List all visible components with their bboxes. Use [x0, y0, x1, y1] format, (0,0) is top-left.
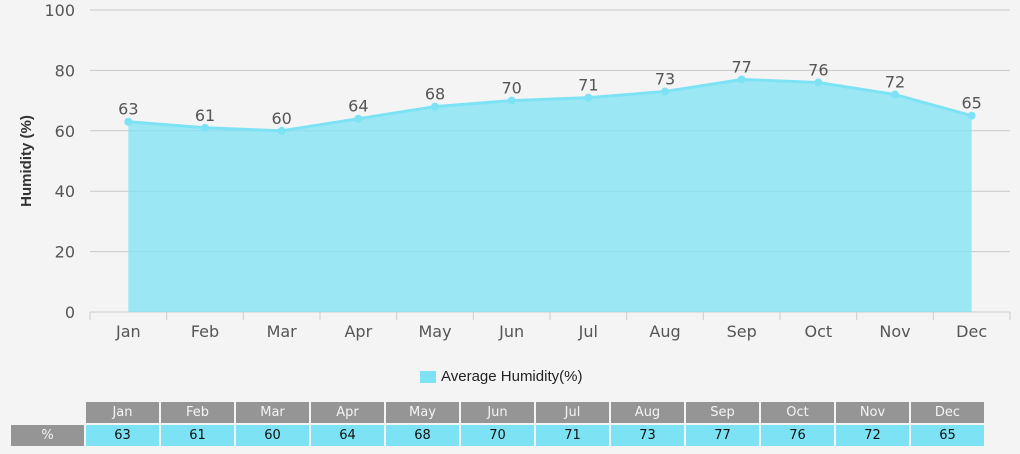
table-header-cell: May [386, 402, 459, 423]
data-point [507, 96, 516, 105]
data-table: Jan Feb Mar Apr May Jun Jul Aug Sep Oct Nov Dec % 63… [9, 400, 986, 448]
x-tick-label: Jul [578, 322, 598, 341]
x-tick-label: Apr [344, 322, 372, 341]
x-tick-label: Mar [267, 322, 298, 341]
data-label: 70 [501, 79, 521, 98]
x-tick-label: Oct [804, 322, 832, 341]
data-label: 68 [425, 85, 445, 104]
table-value-cell: 63 [86, 425, 159, 446]
data-label: 76 [808, 60, 828, 79]
data-point [737, 75, 746, 84]
y-tick-label: 20 [55, 243, 75, 262]
data-point [277, 126, 286, 135]
table-header-cell: Sep [686, 402, 759, 423]
table-header-cell: Nov [836, 402, 909, 423]
data-point [814, 78, 823, 87]
table-value-cell: 60 [236, 425, 309, 446]
data-point [584, 93, 593, 102]
x-tick-label: Jun [498, 322, 524, 341]
x-tick-label: Dec [956, 322, 987, 341]
x-tick-label: Jan [115, 322, 141, 341]
table-header-cell: Feb [161, 402, 234, 423]
data-label: 64 [348, 97, 368, 116]
table-header-cell: Aug [611, 402, 684, 423]
table-value-cell: 68 [386, 425, 459, 446]
table-header-cell: Oct [761, 402, 834, 423]
data-point [431, 102, 439, 111]
row-label: % [11, 425, 84, 446]
data-point [201, 123, 209, 132]
series-line [128, 77, 973, 133]
y-tick-label: 0 [65, 303, 75, 322]
area-fill [128, 79, 972, 313]
table-header-cell: Jun [461, 402, 534, 423]
table-header-cell: Jan [86, 402, 159, 423]
x-tick-label: May [418, 322, 451, 341]
y-tick-label: 80 [55, 61, 75, 80]
data-label: 72 [885, 73, 905, 92]
data-label: 63 [118, 100, 138, 119]
x-tick-label: Sep [727, 322, 757, 341]
table-corner [11, 402, 84, 423]
data-label: 71 [578, 76, 598, 95]
table-header-cell: Jul [536, 402, 609, 423]
data-point [967, 111, 976, 120]
legend-swatch [420, 370, 436, 383]
y-axis-label: Humidity (%) [18, 115, 35, 207]
humidity-chart: 0 20 40 60 80 100 Humidity (%) 63 61 60 64 68 70 71 73… [18, 1, 1011, 341]
data-label: 65 [961, 94, 981, 113]
table-header-cell: Dec [911, 402, 984, 423]
legend-label: Average Humidity(%) [441, 368, 583, 385]
table-header-cell: Mar [236, 402, 309, 423]
table-value-cell: 71 [536, 425, 609, 446]
x-tick-label: Feb [191, 322, 219, 341]
data-point [891, 90, 899, 99]
table-value-cell: 70 [461, 425, 534, 446]
y-tick-label: 60 [55, 122, 75, 141]
table-value-cell: 76 [761, 425, 834, 446]
data-label: 73 [655, 70, 675, 89]
table-value-cell: 77 [686, 425, 759, 446]
y-tick-label: 100 [44, 1, 75, 20]
table-value-cell: 72 [836, 425, 909, 446]
x-tick-label: Nov [879, 322, 910, 341]
data-label: 60 [271, 109, 291, 128]
data-point [354, 114, 363, 123]
data-point [124, 117, 133, 126]
table-value-cell: 65 [911, 425, 984, 446]
x-tick-label: Aug [649, 322, 680, 341]
data-label: 77 [731, 57, 751, 76]
legend[interactable]: Average Humidity(%) [420, 368, 582, 385]
table-value-cell: 64 [311, 425, 384, 446]
table-value-cell: 61 [161, 425, 234, 446]
table-header-cell: Apr [311, 402, 384, 423]
data-label: 61 [195, 106, 215, 125]
data-point [661, 87, 669, 96]
y-tick-label: 40 [55, 182, 75, 201]
table-value-cell: 73 [611, 425, 684, 446]
